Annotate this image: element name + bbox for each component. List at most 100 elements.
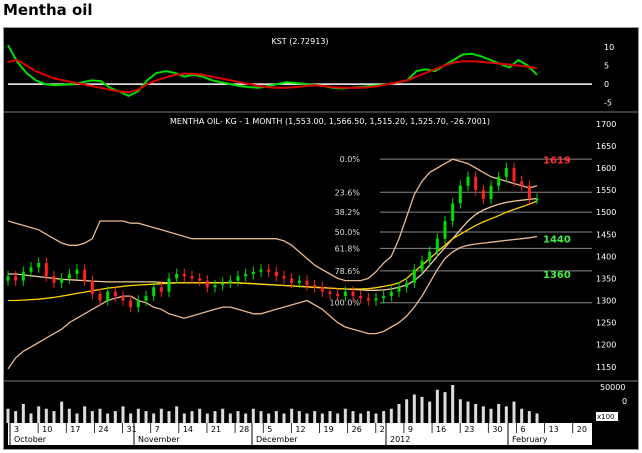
volume-bar: [129, 413, 133, 423]
candle-body: [67, 274, 71, 279]
candle-body: [351, 291, 355, 297]
candle-body: [6, 276, 10, 281]
candle-body: [489, 185, 493, 199]
price-tick-label: 1550: [596, 186, 616, 195]
volume-bar: [244, 413, 248, 423]
candle-body: [129, 300, 133, 308]
volume-bar: [228, 413, 232, 423]
candle-body: [397, 287, 401, 292]
volume-bar: [397, 404, 401, 423]
volume-bar: [52, 411, 56, 423]
volume-bar: [282, 413, 286, 423]
fib-level-label: 100.0%: [329, 299, 360, 308]
kst-series-line: [7, 44, 538, 98]
price-tick-label: 1600: [596, 164, 616, 173]
candle-body: [190, 276, 194, 279]
volume-bar: [343, 408, 347, 423]
volume-bar: [274, 411, 278, 423]
candle-body: [236, 276, 240, 281]
candle-body: [290, 278, 294, 283]
volume-bar: [389, 408, 393, 423]
x-tick-label: 5: [267, 425, 272, 434]
candle-body: [458, 185, 462, 204]
volume-bar: [297, 411, 301, 423]
fib-level-label: 23.6%: [335, 188, 361, 197]
candle-body: [504, 168, 508, 177]
candle-body: [21, 271, 25, 281]
candle-body: [44, 262, 48, 277]
candle-body: [60, 278, 64, 283]
volume-bar: [83, 406, 87, 423]
candle-body: [374, 298, 378, 301]
volume-bar: [520, 408, 524, 423]
price-tick-label: 1300: [596, 297, 616, 306]
page-title: Mentha oil: [3, 1, 93, 19]
volume-bar: [60, 401, 64, 423]
candle-body: [205, 280, 209, 288]
x-axis-band: [8, 423, 592, 445]
candle-body: [313, 285, 317, 288]
price-tick-label: 1700: [596, 120, 616, 129]
x-tick-label: 31: [127, 425, 137, 434]
volume-tick-label: 50000: [600, 383, 625, 392]
kst-tick-label: 10: [604, 43, 614, 52]
volume-unit-label: x100: [597, 413, 615, 421]
volume-bar: [512, 401, 516, 423]
candle-body: [159, 287, 163, 292]
volume-bar: [259, 411, 263, 423]
fib-level-label: 78.6%: [335, 267, 361, 276]
kst-tick-label: -5: [604, 99, 612, 108]
volume-bar: [305, 413, 309, 423]
volume-bar: [190, 411, 194, 423]
x-tick-label: 10: [42, 425, 52, 434]
kst-tick-label: 0: [604, 80, 609, 89]
candle-body: [121, 296, 125, 301]
volume-bar: [535, 413, 539, 423]
volume-bar: [366, 411, 370, 423]
volume-bar: [251, 408, 255, 423]
candle-body: [152, 287, 156, 297]
x-tick-label: 26: [352, 425, 362, 434]
candle-body: [52, 276, 56, 283]
candle-body: [428, 251, 432, 261]
month-label: 2012: [390, 435, 410, 444]
price-annotation: 1440: [543, 235, 571, 246]
x-tick-label: 17: [70, 425, 80, 434]
fib-level-label: 0.0%: [340, 155, 361, 164]
fib-level-label: 38.2%: [335, 208, 361, 217]
candle-body: [328, 291, 332, 294]
candle-body: [90, 280, 94, 294]
volume-bar: [451, 385, 455, 423]
volume-bar: [106, 413, 110, 423]
volume-bar: [489, 408, 493, 423]
volume-bar: [405, 399, 409, 423]
volume-bar: [359, 413, 363, 423]
volume-bar: [90, 411, 94, 423]
volume-bar: [175, 406, 179, 423]
volume-bar: [313, 411, 317, 423]
candle-body: [228, 280, 232, 283]
x-tick-label: 16: [436, 425, 446, 434]
candle-body: [244, 274, 248, 277]
candle-body: [167, 278, 171, 292]
candle-body: [251, 271, 255, 274]
candle-body: [113, 291, 117, 297]
candle-body: [98, 293, 102, 301]
price-annotation: 1619: [543, 156, 571, 167]
volume-bar: [497, 404, 501, 423]
volume-bar: [198, 408, 202, 423]
x-tick-label: 3: [14, 425, 19, 434]
volume-bar: [458, 399, 462, 423]
volume-bar: [466, 401, 470, 423]
volume-panel: 50000 0 x100: [4, 380, 638, 423]
price-tick-label: 1650: [596, 142, 616, 151]
x-tick-label: 21: [211, 425, 221, 434]
candle-body: [182, 274, 186, 277]
candle-body: [213, 285, 217, 288]
candle-body: [535, 198, 539, 201]
chart-frame: [3, 27, 639, 450]
volume-bar: [435, 389, 439, 423]
bollinger-lower-line: [7, 235, 538, 370]
candle-body: [512, 168, 516, 182]
candle-body: [435, 238, 439, 252]
